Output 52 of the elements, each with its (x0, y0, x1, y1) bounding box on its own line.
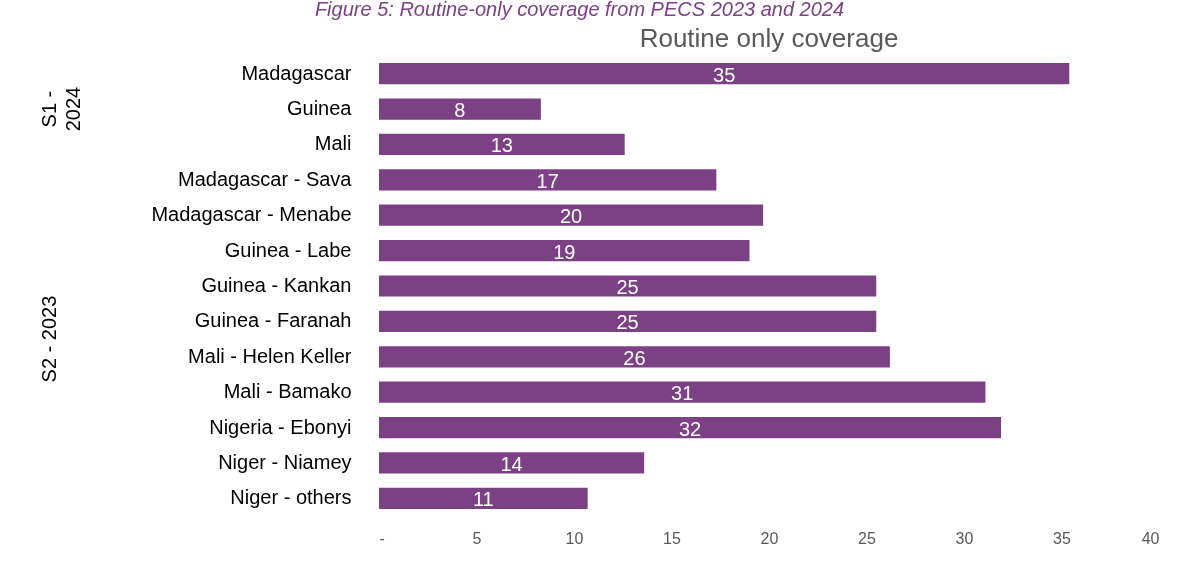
bar (379, 346, 890, 368)
x-tick-label: 35 (1053, 529, 1071, 547)
bar (379, 416, 1002, 439)
y-tick-label: Guinea - Labe (224, 238, 352, 261)
y-tick-label: Mali - Bamako (223, 380, 352, 403)
bar (379, 240, 750, 262)
data-label: 31 (671, 382, 694, 405)
y-tick-label: Guinea (287, 97, 353, 120)
text: S1 - 2024 (38, 86, 84, 132)
bar (379, 98, 541, 120)
bar (379, 310, 877, 332)
bar (379, 452, 645, 474)
y-tick-label: Madagascar - Sava (178, 167, 353, 190)
data-label: 8 (454, 99, 466, 122)
data-label: 17 (536, 169, 559, 192)
data-label: 25 (616, 311, 639, 334)
y-tick-label: Mali (314, 132, 352, 155)
x-tick-label: 10 (565, 529, 584, 547)
x-tick-label: 25 (858, 529, 876, 547)
x-tick-label: 40 (1141, 529, 1160, 547)
x-tick-label: 30 (955, 529, 974, 547)
data-label: 19 (553, 240, 576, 263)
y-tick-label: Niger - Niamey (218, 450, 352, 473)
x-tick-label: 5 (472, 529, 482, 547)
y-tick-label: Mali - Helen Keller (188, 344, 352, 367)
x-tick-label: 20 (760, 529, 779, 547)
bar (379, 381, 986, 403)
text: S2 - 2023 (38, 295, 60, 383)
bar (379, 204, 764, 226)
y-tick-label: Guinea - Faranah (194, 309, 352, 332)
data-label: 14 (500, 452, 523, 475)
y-tick-label: Niger - others (230, 486, 352, 509)
y-tick-label: Madagascar - Menabe (151, 203, 352, 226)
bar (379, 63, 1070, 85)
y-tick-label: Nigeria - Ebonyi (209, 415, 352, 438)
data-label: 25 (616, 276, 639, 298)
chart-title: Routine only coverage (639, 23, 899, 53)
bar (379, 275, 877, 297)
data-label: 32 (678, 417, 702, 440)
data-label: 35 (713, 63, 736, 86)
caption: Figure 5: Routine-only coverage from PECS 2023 and 2024 (314, 0, 845, 20)
x-tick-label: - (379, 529, 385, 547)
bar (379, 133, 625, 156)
data-label: 11 (472, 488, 494, 511)
y-tick-label: Guinea - Kankan (201, 274, 352, 296)
bar (379, 487, 588, 509)
y-tick-label: Madagascar (241, 61, 352, 84)
data-label: 13 (490, 134, 513, 157)
bar (379, 169, 717, 191)
x-tick-label: 15 (663, 529, 681, 547)
data-label: 20 (559, 205, 583, 228)
data-label: 26 (623, 346, 646, 369)
